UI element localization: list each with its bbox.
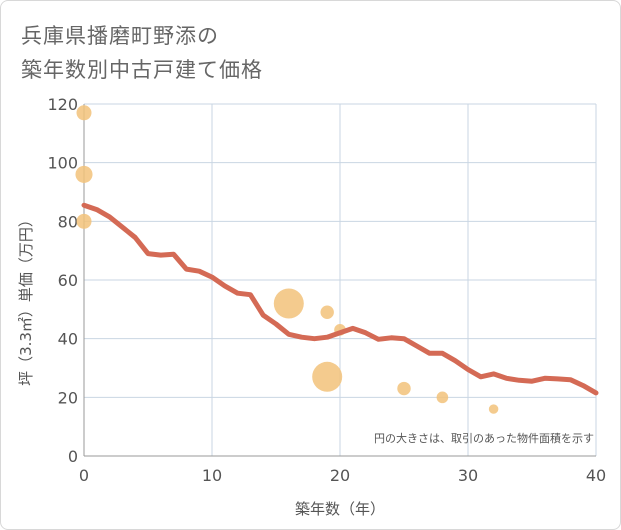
bubble-point [320, 305, 334, 319]
bubble-point [76, 105, 92, 121]
bubble-series [75, 105, 499, 414]
x-tick-label: 10 [202, 466, 222, 485]
x-axis-label: 築年数（年） [295, 500, 385, 518]
y-tick-label: 80 [58, 212, 78, 231]
tick-labels: 0 20 40 60 80 100 120 0 10 20 30 40 [47, 95, 606, 485]
bubble-point [436, 391, 449, 404]
bubble-point [75, 165, 93, 183]
trend-line [81, 202, 599, 396]
chart-title: 兵庫県播磨町野添の 築年数別中古戸建て価格 [21, 19, 263, 87]
y-tick-label: 20 [58, 388, 78, 407]
x-tick-label: 30 [458, 466, 478, 485]
grid-lines [84, 103, 597, 456]
chart-title-line2: 築年数別中古戸建て価格 [21, 58, 263, 82]
bubble-point [488, 404, 499, 414]
axes [83, 104, 596, 457]
bubble-point [273, 288, 304, 319]
y-axis-label: 坪（3.3㎡）単価（万円） [17, 212, 35, 386]
size-annotation: 円の大きさは、取引のあった物件面積を示す [374, 431, 594, 445]
y-tick-label: 40 [58, 330, 78, 349]
x-tick-label: 40 [586, 466, 606, 485]
y-tick-label: 100 [47, 154, 78, 173]
bubble-point [312, 361, 343, 392]
x-tick-label: 20 [330, 466, 350, 485]
y-tick-label: 120 [47, 95, 78, 114]
y-tick-label: 0 [68, 447, 78, 466]
x-tick-label: 0 [79, 466, 89, 485]
y-tick-label: 60 [58, 271, 78, 290]
bubble-point [76, 213, 92, 229]
chart-title-line1: 兵庫県播磨町野添の [21, 24, 219, 48]
bubble-point [397, 381, 411, 396]
